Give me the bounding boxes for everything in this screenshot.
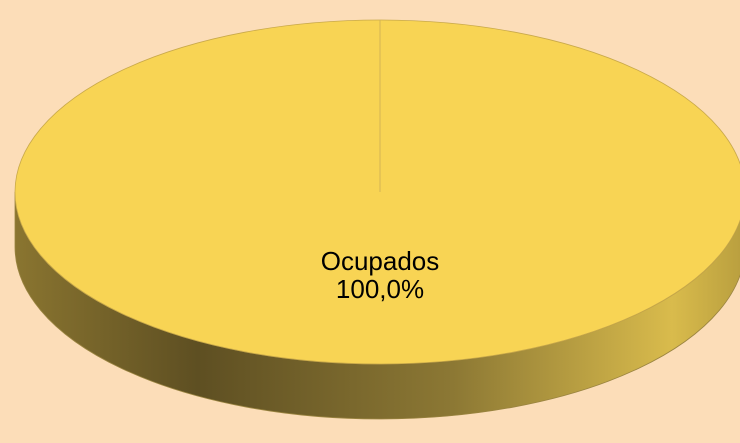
slice-value-label: 100,0% bbox=[336, 274, 424, 304]
pie-slice bbox=[14, 19, 740, 365]
slice-label: Ocupados bbox=[321, 246, 440, 276]
